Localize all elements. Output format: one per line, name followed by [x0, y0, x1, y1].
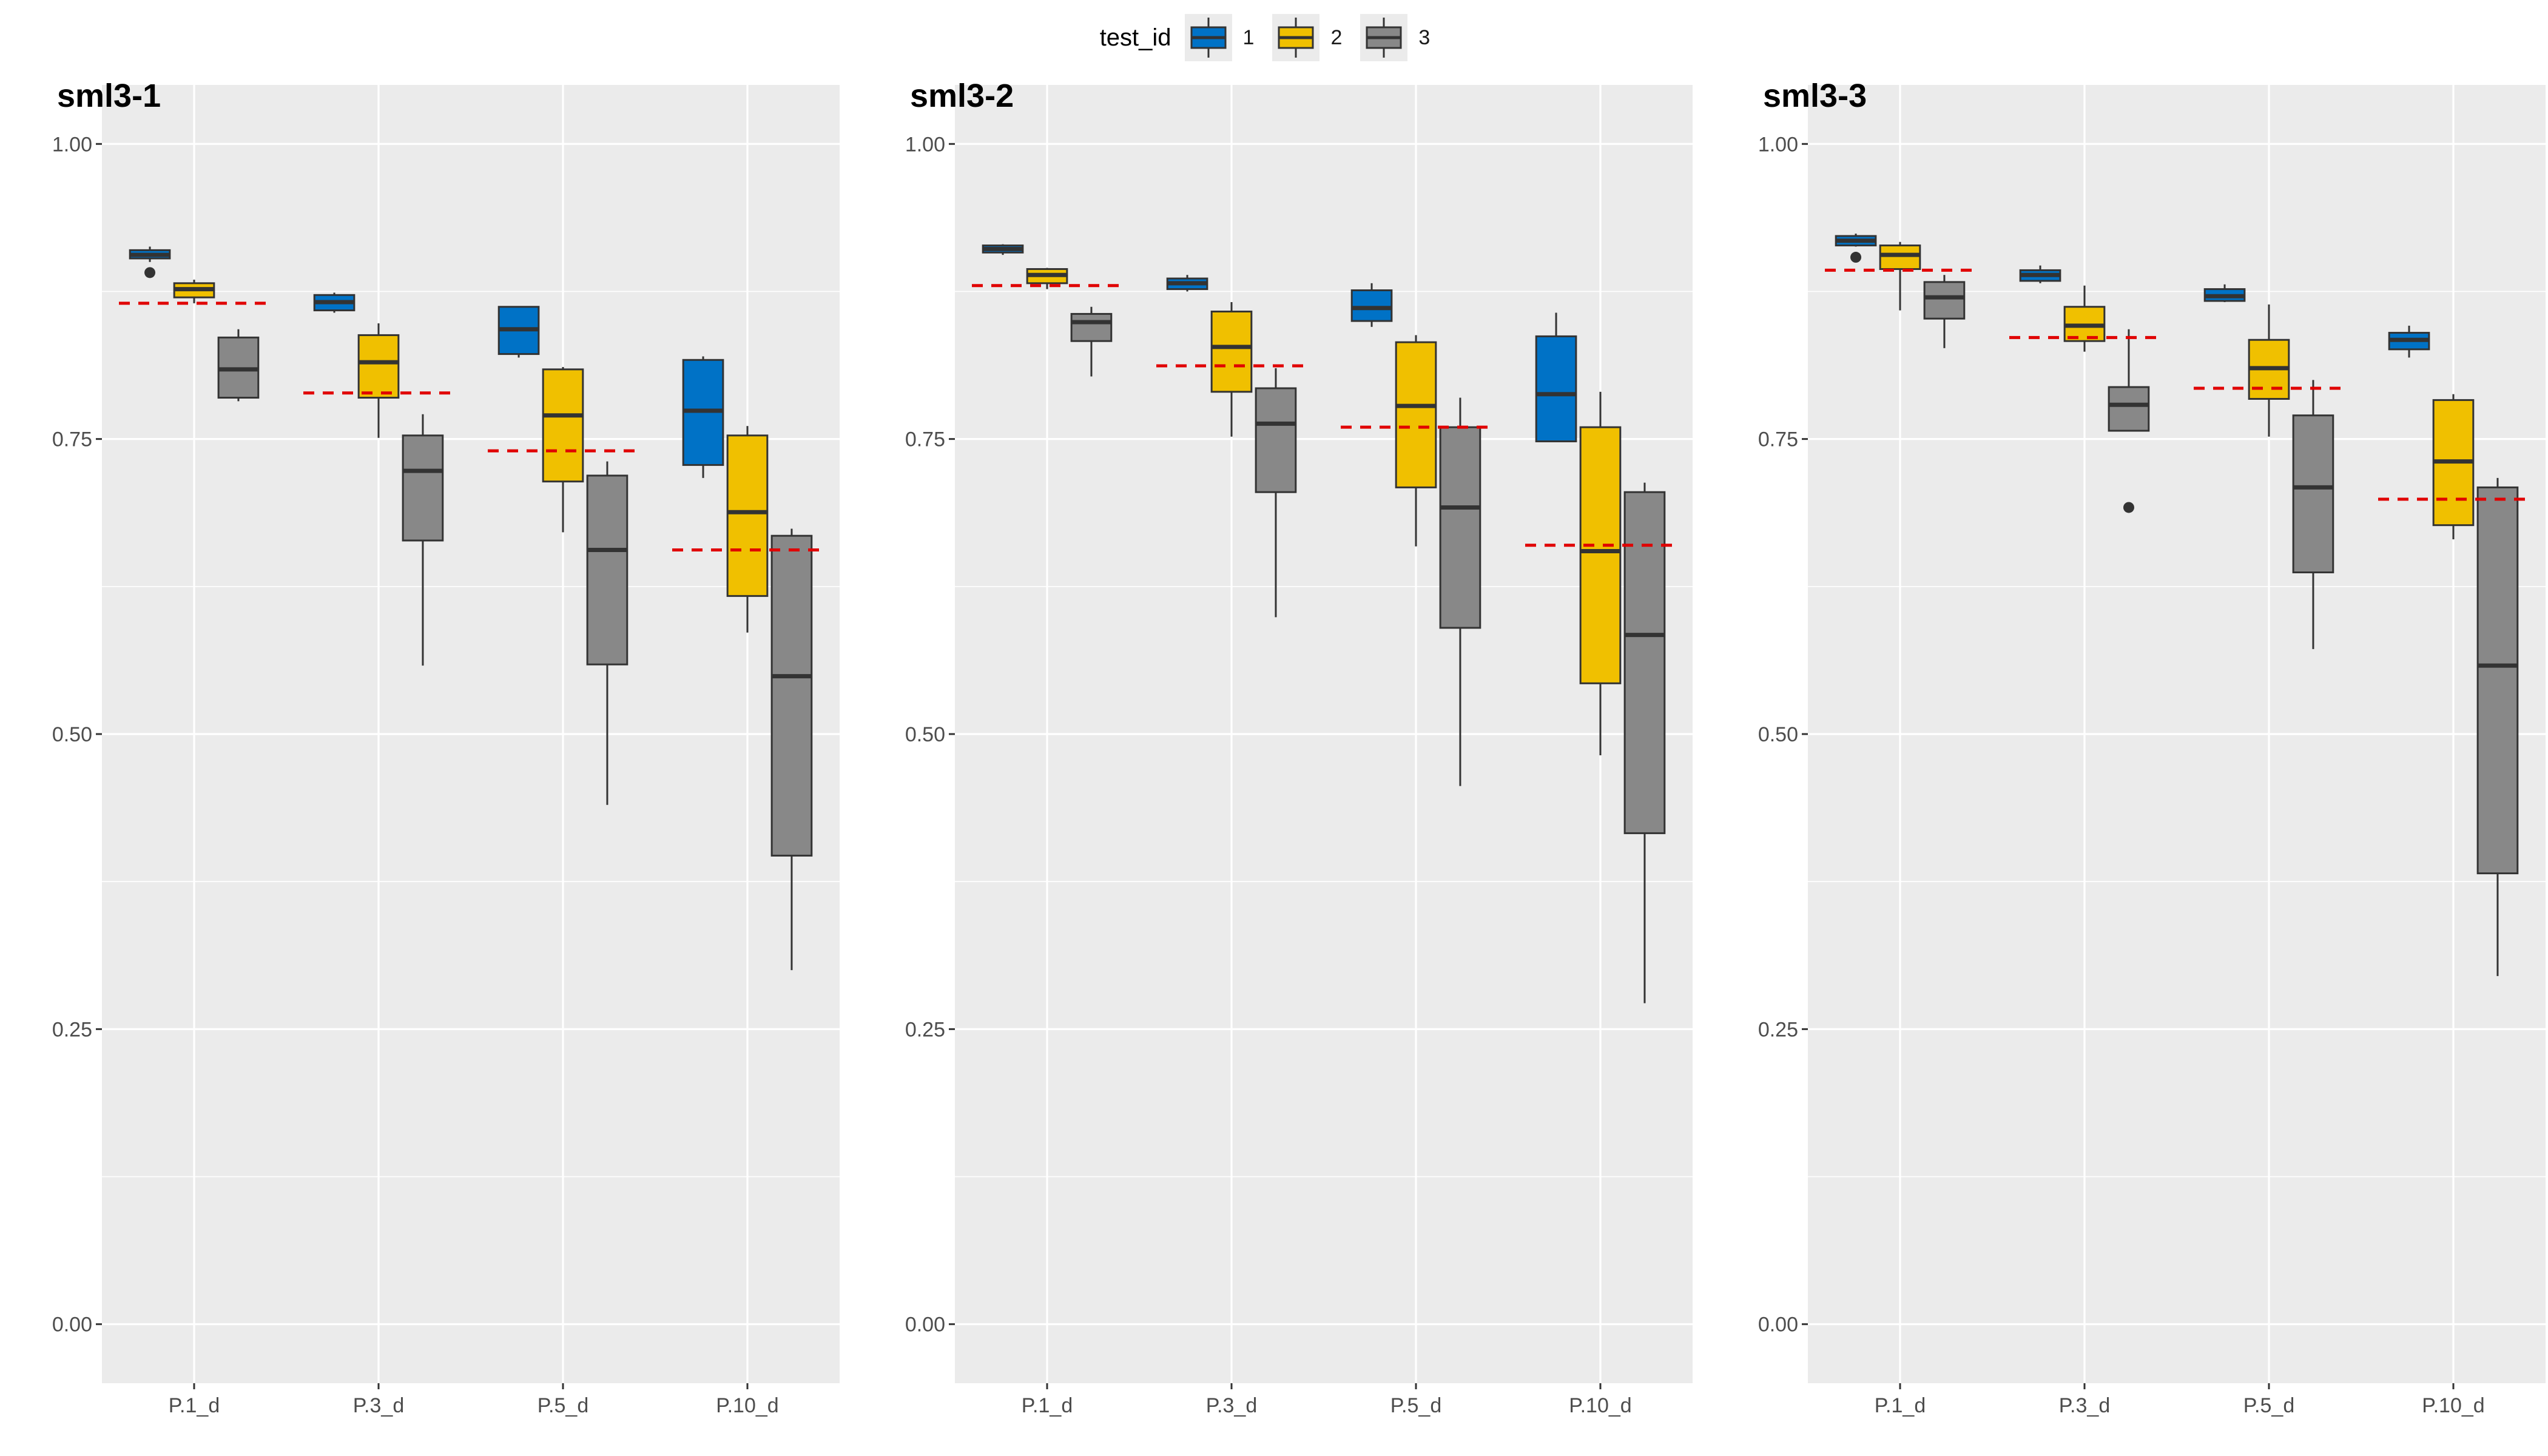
box-3: [2108, 386, 2150, 432]
outlier-point: [1850, 252, 1862, 263]
x-tick-label: P.10_d: [2422, 1394, 2484, 1417]
y-tick-label: 1.00: [1758, 133, 1798, 156]
y-tick-label: 0.50: [1758, 723, 1798, 746]
box-1: [1350, 289, 1393, 322]
box-3: [2476, 486, 2519, 875]
y-tick-label: 0.25: [52, 1018, 92, 1041]
y-tick-label: 0.75: [52, 428, 92, 451]
legend-item-3: 3: [1360, 14, 1430, 61]
legend-key-glyph: [1278, 18, 1314, 58]
y-tick-label: 0.00: [52, 1313, 92, 1336]
y-tick-label: 0.75: [1758, 428, 1798, 451]
x-tick-label: P.5_d: [538, 1394, 588, 1417]
facet-panel-2: 0.00 0.25 0.50 0.75 1.00 P.1_d P.3_d P.5_d P.10_…: [905, 78, 1693, 1417]
x-tick-label: P.1_d: [1022, 1394, 1073, 1417]
box-3: [1070, 312, 1113, 342]
facet-title: sml3-1: [57, 78, 161, 114]
x-tick-label: P.3_d: [2059, 1394, 2110, 1417]
box-2: [1210, 311, 1253, 393]
box-3: [1439, 426, 1481, 629]
y-tick-label: 0.25: [1758, 1018, 1798, 1041]
legend: test_id 1 2 3: [0, 13, 2548, 62]
x-tick-label: P.3_d: [1206, 1394, 1257, 1417]
y-tick-label: 1.00: [905, 133, 945, 156]
facet-title: sml3-2: [910, 78, 1014, 114]
y-tick-label: 0.00: [1758, 1313, 1798, 1336]
box-2: [1879, 244, 1921, 270]
facet-panel-3: 0.00 0.25 0.50 0.75 1.00 P.1_d P.3_d P.5_d P.10_…: [1758, 78, 2546, 1417]
y-tick-label: 0.50: [52, 723, 92, 746]
legend-key-glyph: [1366, 18, 1402, 58]
legend-key-2: [1272, 14, 1320, 61]
x-tick-label: P.5_d: [1390, 1394, 1441, 1417]
y-tick-label: 0.00: [905, 1313, 945, 1336]
x-tick-label: P.10_d: [716, 1394, 778, 1417]
box-3: [402, 434, 444, 542]
y-tick-label: 1.00: [52, 133, 92, 156]
box-3: [1255, 387, 1297, 493]
box-2: [726, 434, 769, 597]
legend-title: test_id: [1099, 24, 1171, 51]
facet-title: sml3-3: [1763, 78, 1867, 114]
box-3: [1623, 491, 1666, 834]
box-3: [2292, 414, 2334, 573]
box-2: [542, 368, 584, 483]
box-3: [770, 534, 813, 857]
x-tick-label: P.5_d: [2243, 1394, 2294, 1417]
box-2: [1579, 426, 1622, 684]
box-2: [1395, 341, 1437, 488]
box-2: [357, 334, 400, 399]
legend-label-3: 3: [1418, 25, 1431, 49]
x-tick-label: P.3_d: [353, 1394, 404, 1417]
x-tick-label: P.10_d: [1569, 1394, 1631, 1417]
legend-label-2: 2: [1330, 25, 1343, 49]
box-3: [1923, 281, 1966, 320]
outlier-point: [2123, 502, 2134, 513]
y-tick-label: 0.50: [905, 723, 945, 746]
legend-label-1: 1: [1242, 25, 1255, 49]
x-tick-label: P.1_d: [169, 1394, 220, 1417]
y-tick-label: 0.25: [905, 1018, 945, 1041]
x-tick-label: P.1_d: [1875, 1394, 1926, 1417]
facet-panel-1: 0.00 0.25 0.50 0.75 1.00 P.1_d P.3_d P.5_d P.10_…: [52, 78, 840, 1417]
legend-item-2: 2: [1272, 14, 1342, 61]
legend-key-1: [1184, 14, 1232, 61]
y-tick-label: 0.75: [905, 428, 945, 451]
box-1: [1535, 335, 1577, 443]
legend-key-3: [1360, 14, 1408, 61]
legend-item-1: 1: [1184, 14, 1255, 61]
outlier-point: [144, 267, 156, 278]
legend-key-glyph: [1190, 18, 1227, 58]
box-3: [586, 474, 629, 666]
